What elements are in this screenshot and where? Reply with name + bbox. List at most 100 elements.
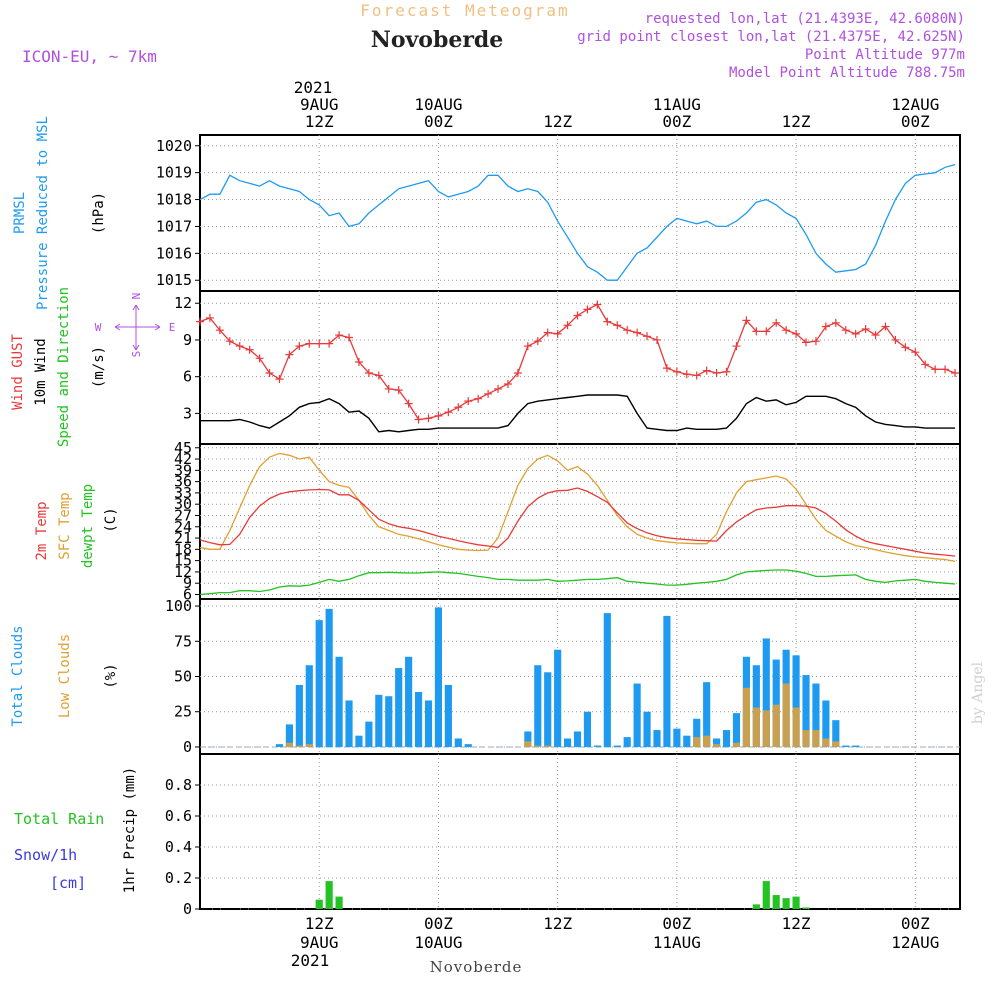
y-tick-label: 24 [174, 518, 192, 536]
model-label: ICON-EU, ~ 7km [22, 47, 157, 66]
low-clouds-bar [792, 707, 800, 747]
y-tick-label: 0.2 [165, 869, 192, 887]
top-hour-label: 00Z [424, 112, 453, 131]
wind-gust-marker [583, 305, 592, 314]
location-title: Novoberde [371, 27, 504, 53]
wind-gust-marker [434, 411, 443, 420]
total-clouds-bar [554, 649, 562, 747]
wind-gust-marker [215, 326, 224, 335]
compass-south: S [130, 351, 143, 358]
rain-bar [325, 881, 333, 909]
wind-gust-marker [672, 367, 681, 376]
bottom-hour-label: 12Z [305, 914, 334, 933]
low-clouds-bar [693, 737, 701, 747]
total-clouds-bar [355, 735, 363, 747]
wind-gust-marker [354, 357, 363, 366]
total-clouds-bar [713, 738, 721, 747]
low-clouds-bar [782, 683, 790, 747]
top-hour-label: 12Z [543, 112, 572, 131]
low-clouds-bar [285, 742, 293, 747]
low-clouds-bar [802, 730, 810, 747]
wind-gust-marker [682, 370, 691, 379]
rain-bar [802, 907, 810, 909]
wind-gust-marker [374, 371, 383, 380]
wind-gust-marker [841, 326, 850, 335]
footer-location: Novoberde [430, 958, 523, 976]
compass-rose: N E S W [95, 293, 176, 358]
total-clouds-bar [434, 607, 443, 747]
bottom-hour-label: 12Z [543, 914, 572, 933]
wind-gust-marker [553, 329, 562, 338]
y-tick-label: 0.6 [165, 807, 192, 825]
total-clouds-bar [832, 720, 840, 747]
wind-gust-marker [335, 331, 344, 340]
y-tick-label: 1017 [156, 217, 192, 235]
wind-gust-marker [613, 321, 622, 330]
low-clouds-bar [732, 742, 741, 747]
low-clouds-bar [295, 745, 303, 747]
bottom-date-label: 9AUG [300, 933, 339, 952]
wind-gust-label: Wind GUST [10, 334, 26, 410]
wind-gust-marker [772, 318, 781, 327]
low-clouds-label: Low Clouds [57, 634, 73, 718]
wind-gust-marker [523, 342, 532, 351]
y-tick-label: 1016 [156, 244, 192, 262]
wind-gust-marker [722, 367, 731, 376]
bottom-hour-label: 00Z [662, 914, 691, 933]
total-clouds-bar [564, 738, 572, 747]
total-clouds-bar [762, 638, 770, 747]
celsius-unit-label: (C) [103, 507, 119, 532]
prmsl-line [199, 163, 956, 281]
y-tick-label: 30 [174, 495, 192, 513]
wind-gust-marker [543, 328, 552, 337]
total-clouds-bar [414, 692, 423, 747]
wind-gust-marker [911, 348, 920, 357]
hpa-unit-label: (hPa) [91, 192, 107, 234]
bottom-date-label: 10AUG [414, 933, 462, 952]
total-clouds-bar [583, 711, 592, 747]
wind-gust-marker [792, 329, 801, 338]
wind-gust-marker [623, 326, 632, 335]
wind-gust-marker [444, 408, 453, 417]
wind-gust-marker [255, 354, 264, 363]
y-tick-label: 18 [174, 540, 192, 558]
total-clouds-bar [633, 683, 641, 747]
y-tick-label: 12 [174, 563, 192, 581]
wind-gust-marker [881, 322, 890, 331]
total-clouds-bar [573, 731, 582, 747]
wind-gust-marker [474, 394, 483, 403]
bottom-year-label: 2021 [291, 951, 330, 970]
wind-gust-marker [652, 335, 661, 344]
wind-gust-marker [941, 365, 950, 374]
total-clouds-bar [603, 613, 611, 747]
total-clouds-bar [444, 684, 452, 747]
total-rain-label: Total Rain [14, 810, 104, 828]
rain-bar [335, 896, 343, 909]
total-clouds-bar [703, 682, 711, 747]
total-clouds-bar [524, 731, 532, 747]
wind-gust-marker [643, 332, 652, 341]
snow-label: Snow/1h [14, 846, 77, 864]
y-tick-label: 15 [174, 552, 192, 570]
y-tick-label: 1018 [156, 191, 192, 209]
total-clouds-bar [663, 615, 671, 747]
wind-gust-marker [573, 311, 582, 320]
total-clouds-bar [653, 730, 661, 747]
total-clouds-bar [693, 718, 701, 747]
low-clouds-bar [524, 741, 532, 747]
rain-bar [792, 896, 800, 909]
grid-layer [195, 135, 960, 910]
wind-gust-marker [931, 365, 940, 374]
y-tick-label: 75 [174, 632, 192, 650]
low-clouds-bar [713, 744, 721, 747]
compass-north: N [130, 293, 143, 300]
total-clouds-bar [345, 700, 353, 747]
total-clouds-bar [464, 744, 472, 747]
total-clouds-bar [792, 655, 800, 747]
low-clouds-bar [832, 741, 840, 747]
wind-gust-marker [305, 339, 314, 348]
wind-gust-marker [414, 415, 423, 424]
y-tick-labels: 1015101610171018101910203691269121518212… [156, 137, 192, 918]
y-tick-label: 100 [165, 597, 192, 615]
